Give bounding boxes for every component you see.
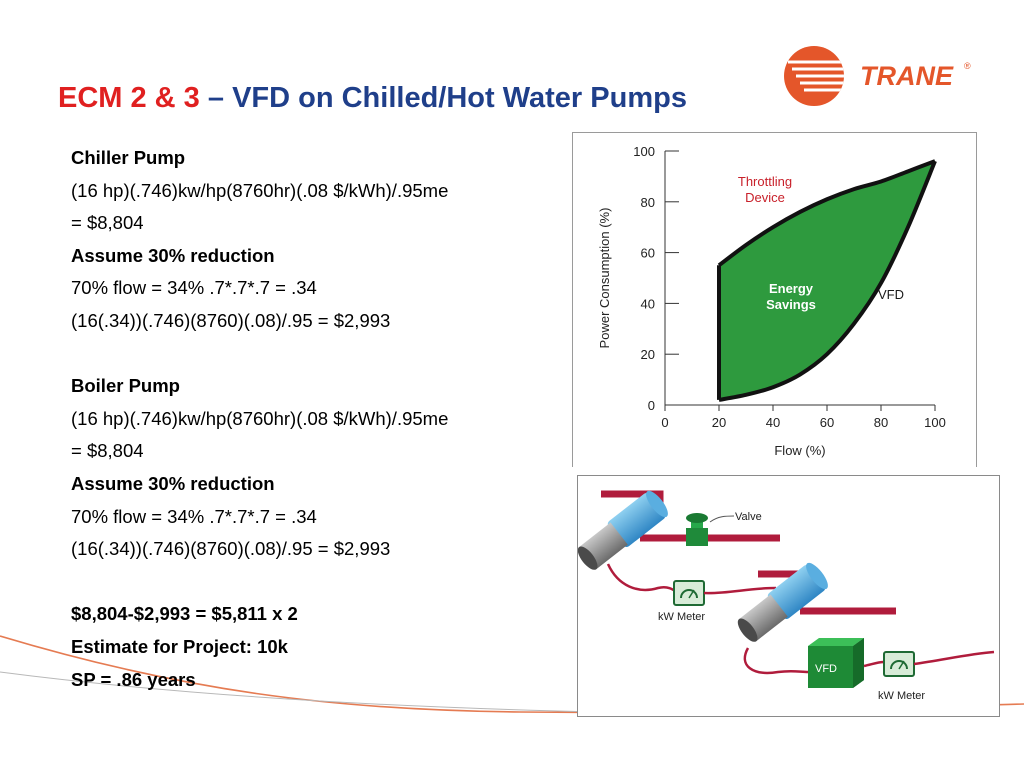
pump-diagram-svg: Valve kW Meter [577, 490, 995, 702]
x-tick-label: 80 [874, 415, 888, 430]
valve-label: Valve [735, 511, 762, 523]
body-line: 70% flow = 34% .7*.7*.7 = .34 [71, 505, 317, 527]
vfd-curve [718, 160, 937, 402]
y-tick-label: 100 [633, 144, 655, 159]
valve-icon [686, 513, 708, 523]
body-line [71, 338, 551, 371]
pump-diagram: Valve kW Meter [577, 475, 1000, 717]
y-axis-label: Power Consumption (%) [597, 208, 612, 349]
body-line: = $8,804 [71, 440, 144, 462]
vfd-box [808, 638, 864, 688]
x-tick-label: 40 [766, 415, 780, 430]
body-line: SP = .86 years [71, 668, 196, 690]
logo-wordmark: TRANE [860, 61, 954, 91]
power-flow-chart: 0 20 40 60 80 100 0 20 40 60 80 100 Flow (%) Power Co… [572, 132, 977, 467]
body-line: Chiller Pump [71, 147, 186, 168]
body-line: (16(.34))(.746)(8760)(.08)/.95 = $2,993 [71, 309, 391, 331]
title-accent: ECM 2 & 3 [58, 82, 200, 114]
savings-label: Savings [766, 297, 816, 312]
body-line: (16 hp)(.746)kw/hp(8760hr)(.08 $/kWh)/.9… [71, 179, 449, 201]
y-tick-label: 0 [648, 398, 655, 413]
kw-meter-1-label: kW Meter [658, 611, 705, 623]
throttling-curve [717, 159, 936, 267]
body-line: (16(.34))(.746)(8760)(.08)/.95 = $2,993 [71, 538, 391, 560]
body-line [71, 566, 551, 599]
y-tick-label: 60 [641, 246, 655, 261]
chart-svg: 0 20 40 60 80 100 0 20 40 60 80 100 Flow (%) Power Co… [597, 144, 946, 458]
slide-title: ECM 2 & 3 – VFD on Chilled/Hot Water Pum… [58, 82, 687, 115]
body-line: Boiler Pump [71, 375, 180, 397]
throttling-label-line-2: Device [745, 190, 785, 205]
y-tick-label: 80 [641, 195, 655, 210]
body-line: 70% flow = 34% .7*.7*.7 = .34 [71, 277, 317, 299]
body-line: (16 hp)(.746)kw/hp(8760hr)(.08 $/kWh)/.9… [71, 407, 449, 429]
title-rest: – VFD on Chilled/Hot Water Pumps [199, 82, 687, 114]
x-tick-label: 100 [924, 415, 946, 430]
kw-meter-1-icon [673, 580, 705, 606]
x-tick-label: 0 [661, 415, 668, 430]
body-line: = $8,804 [71, 212, 144, 234]
throttling-label-line-1: Throttling [738, 174, 792, 189]
body-line: Assume 30% reduction [71, 472, 275, 494]
x-tick-label: 20 [712, 415, 726, 430]
y-tick-label: 20 [641, 347, 655, 362]
pump-motor-2 [767, 564, 826, 619]
y-tick-label: 40 [641, 296, 655, 311]
kw-meter-2-label: kW Meter [878, 690, 925, 702]
trane-logo: TRANE ® [784, 46, 971, 106]
energy-label: Energy [769, 281, 814, 296]
valve-body [686, 528, 708, 546]
body-line: Estimate for Project: 10k [71, 635, 288, 657]
logo-registered: ® [964, 61, 971, 71]
pump-motor-1 [607, 492, 666, 547]
kw-meter-2-icon [883, 651, 915, 677]
body-text: Chiller Pump (16 hp)(.746)kw/hp(8760hr)(.… [71, 142, 551, 696]
energy-savings-area [719, 161, 935, 400]
body-line: $8,804-$2,993 = $5,811 x 2 [71, 603, 298, 625]
vfd-series-label: VFD [878, 287, 904, 302]
vfd-pump-assembly: VFD kW Meter [737, 562, 995, 702]
vfd-label: VFD [815, 663, 837, 675]
x-tick-label: 60 [820, 415, 834, 430]
body-line: Assume 30% reduction [71, 244, 275, 266]
throttled-pump-assembly: Valve kW Meter [577, 490, 780, 623]
x-axis-label: Flow (%) [774, 443, 825, 458]
